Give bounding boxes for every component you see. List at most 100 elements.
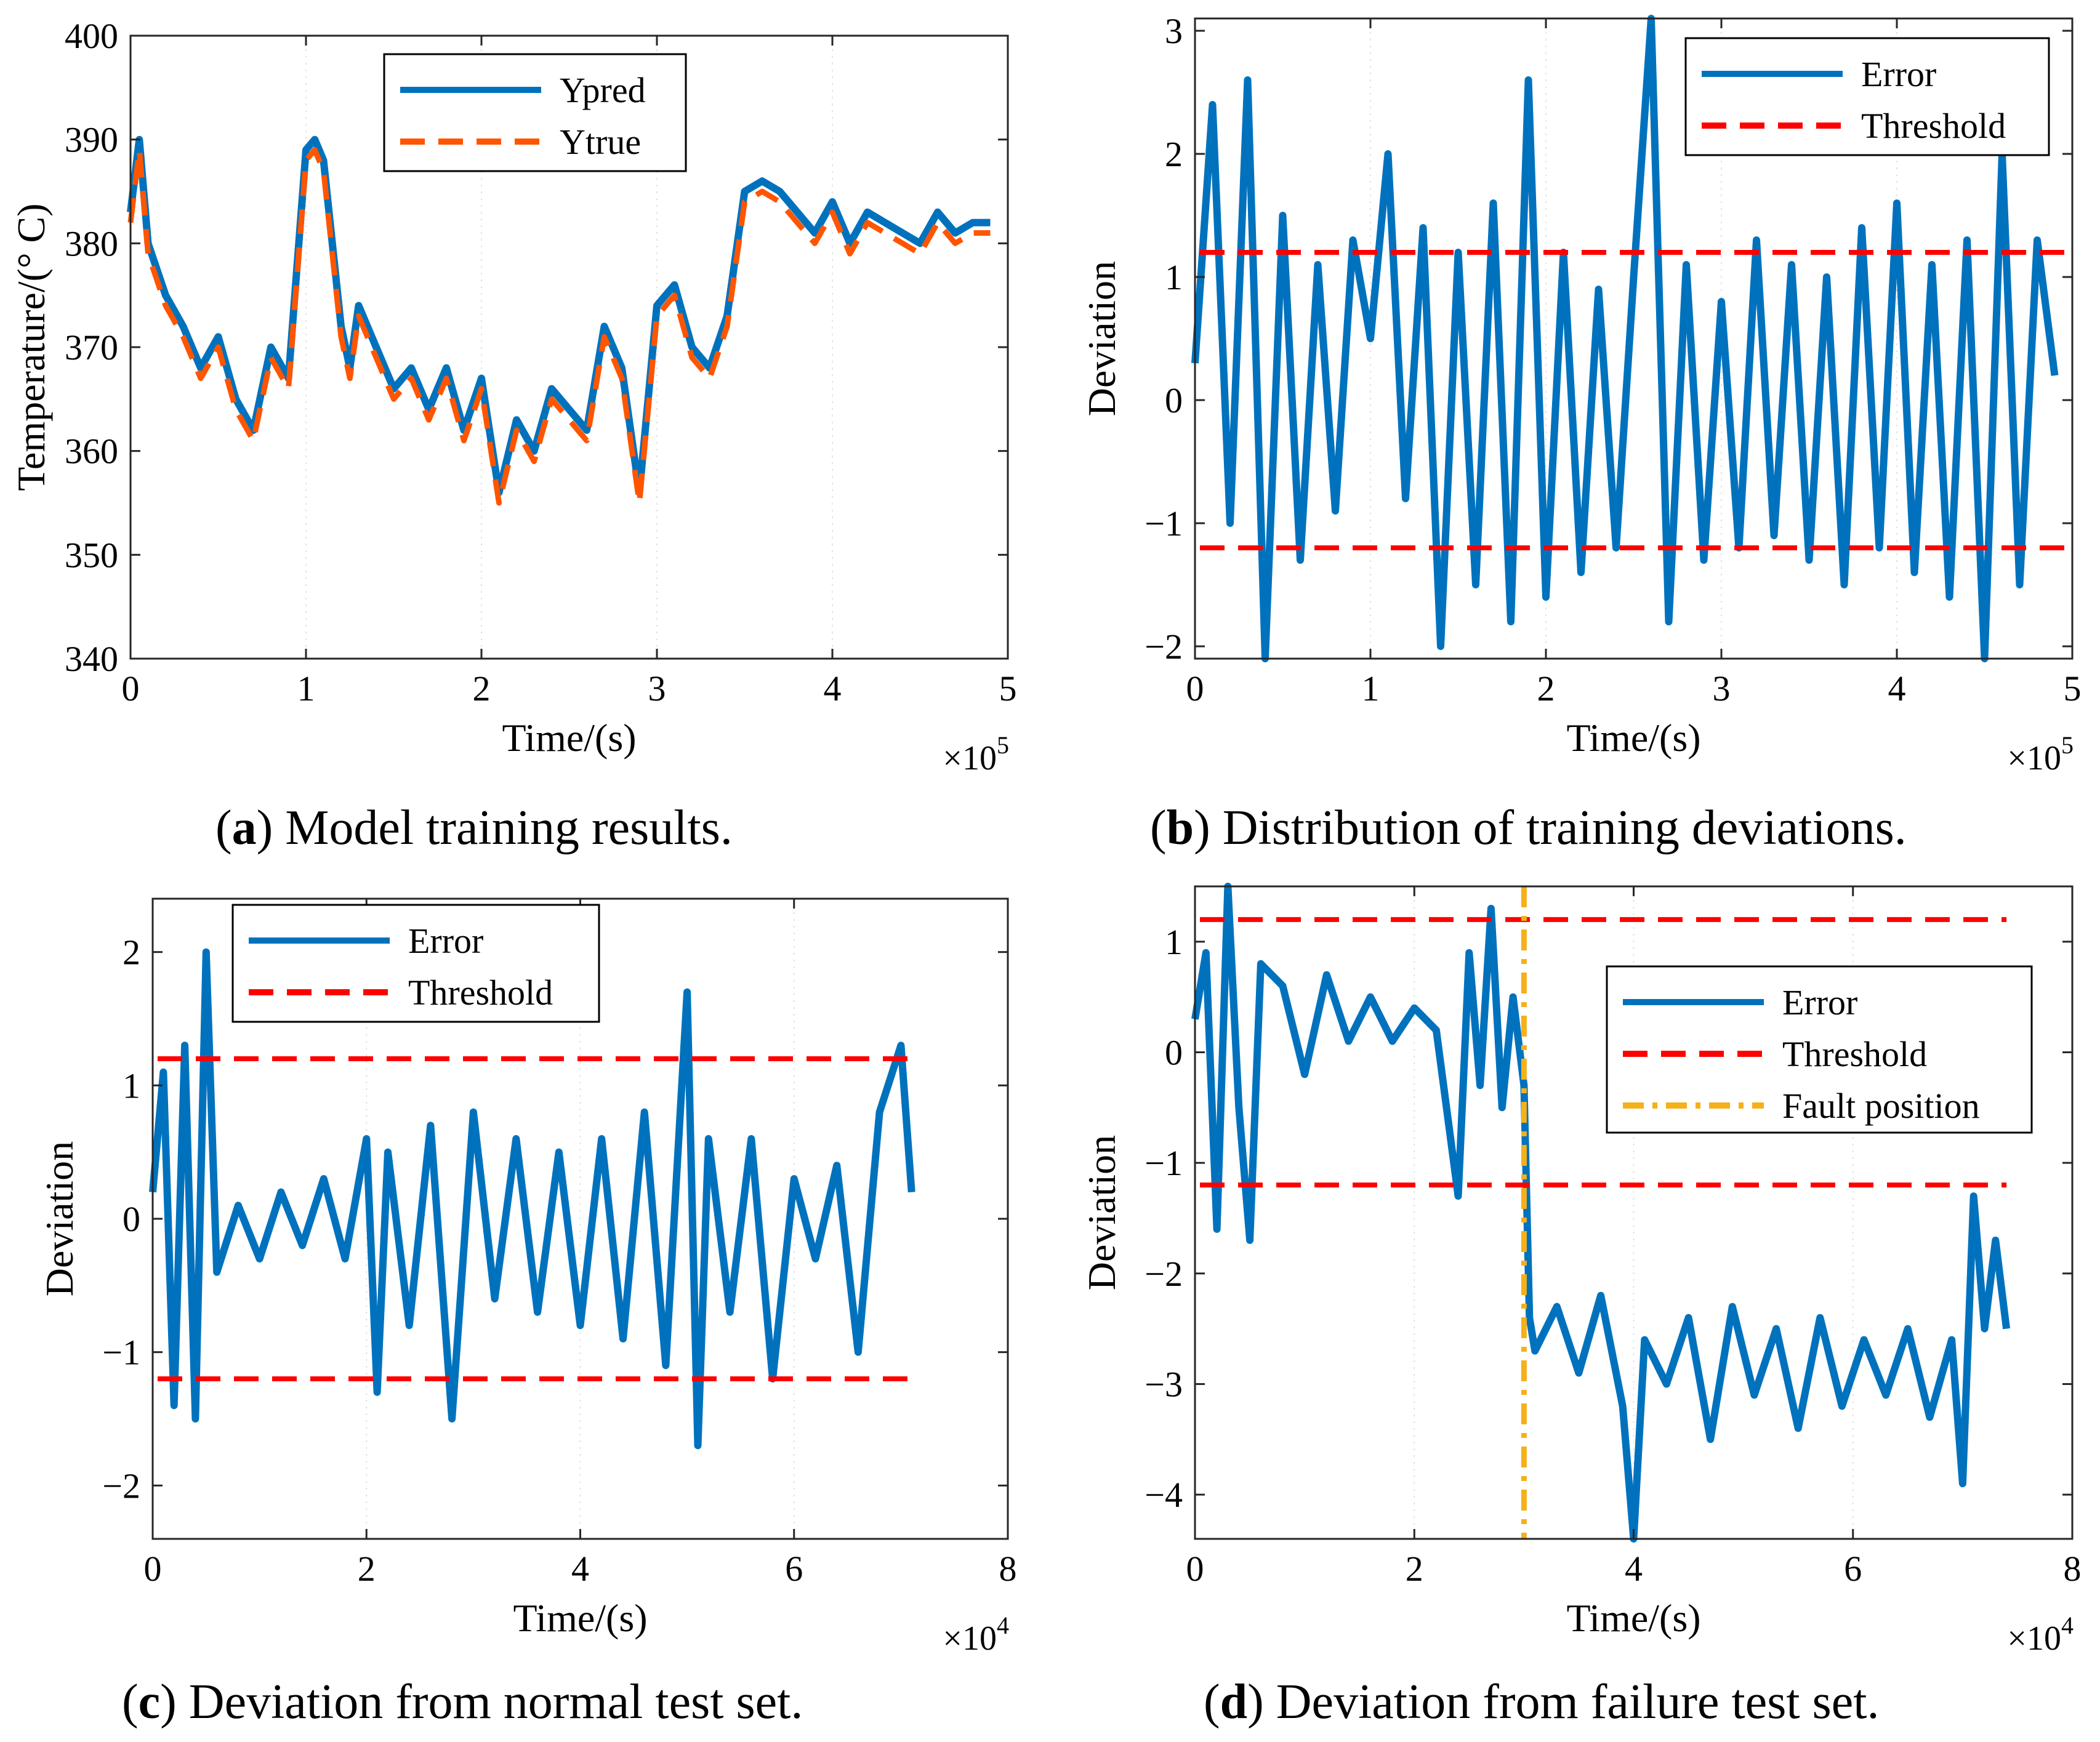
y-tick-label: −1 xyxy=(102,1333,140,1373)
y-tick-label: −2 xyxy=(1145,627,1183,667)
y-tick-label: 0 xyxy=(1165,380,1183,420)
caption-c-text: Deviation from normal test set. xyxy=(176,1675,803,1729)
chart-a: 0 1 2 3 4 5 340 350 360 370 380 390 400 Time/(s) Tempe… xyxy=(9,16,1017,777)
x-multiplier-exponent: 4 xyxy=(2061,1612,2074,1639)
x-multiplier-label: ×105 xyxy=(2007,731,2074,777)
x-tick-label: 2 xyxy=(1406,1549,1423,1589)
legend: Error Threshold Fault position xyxy=(1606,965,2033,1134)
legend-box xyxy=(1684,37,2050,156)
y-tick-label: −1 xyxy=(1145,1143,1183,1183)
legend-label: Threshold xyxy=(1861,106,2006,146)
caption-c-letter: c xyxy=(138,1675,161,1729)
y-tick-label: 350 xyxy=(65,535,118,575)
x-tick-label: 3 xyxy=(648,668,666,708)
x-tick-label: 0 xyxy=(144,1549,162,1589)
y-tick-label: −2 xyxy=(1145,1254,1183,1294)
x-tick-label: 4 xyxy=(1888,668,1906,708)
legend-label: Ypred xyxy=(560,70,646,110)
y-axis-label: Deviation xyxy=(38,1141,81,1296)
x-multiplier-label: ×104 xyxy=(943,1612,1009,1658)
y-tick-label: 3 xyxy=(1165,11,1183,51)
caption-a-letter: a xyxy=(231,801,257,855)
legend: Ypred Ytrue xyxy=(383,53,687,172)
x-tick-label: 2 xyxy=(1537,668,1555,708)
legend: Error Threshold xyxy=(1684,37,2050,156)
x-multiplier-exponent: 4 xyxy=(997,1612,1009,1639)
legend-box xyxy=(383,53,687,172)
x-axis-label: Time/(s) xyxy=(1566,716,1700,760)
legend-box xyxy=(231,904,600,1023)
caption-d: (d) Deviation from failure test set. xyxy=(1204,1675,1880,1729)
caption-d-letter: d xyxy=(1220,1675,1248,1729)
x-tick-label: 4 xyxy=(1625,1549,1643,1589)
caption-a: (a) Model training results. xyxy=(215,801,733,855)
x-tick-label: 3 xyxy=(1713,668,1731,708)
y-tick-label: 360 xyxy=(65,431,118,472)
legend-label: Threshold xyxy=(408,973,553,1013)
x-axis-label: Time/(s) xyxy=(513,1596,647,1640)
caption-b-letter: b xyxy=(1166,801,1194,855)
legend-label: Error xyxy=(1861,54,1936,94)
y-tick-label: 0 xyxy=(1165,1032,1183,1072)
x-tick-label: 0 xyxy=(122,668,140,708)
y-axis-label: Deviation xyxy=(1080,261,1124,416)
x-tick-label: 5 xyxy=(2064,668,2082,708)
x-tick-label: 4 xyxy=(571,1549,589,1589)
series-line-ypred xyxy=(127,135,991,497)
x-tick-label: 2 xyxy=(473,668,491,708)
y-tick-label: 2 xyxy=(123,933,140,973)
x-multiplier-exponent: 5 xyxy=(997,731,1009,759)
x-tick-label: 0 xyxy=(1186,668,1204,708)
series-line-error xyxy=(1191,883,2011,1543)
y-tick-label: 400 xyxy=(65,16,118,56)
x-axis-label: Time/(s) xyxy=(502,716,636,760)
legend-label: Fault position xyxy=(1782,1086,1980,1126)
x-tick-label: 2 xyxy=(358,1549,376,1589)
x-tick-label: 4 xyxy=(824,668,842,708)
chart-d: 0 2 4 6 8 −4 −3 −2 −1 0 1 Time/(s) Deviation ×104 Erro… xyxy=(1080,883,2082,1658)
x-axis-label: Time/(s) xyxy=(1566,1596,1700,1640)
x-multiplier-exponent: 5 xyxy=(2061,731,2074,759)
y-tick-label: −1 xyxy=(1145,504,1183,544)
y-tick-label: 380 xyxy=(65,223,118,263)
y-tick-label: −3 xyxy=(1145,1364,1183,1404)
y-axis-label: Deviation xyxy=(1080,1135,1124,1290)
chart-c: 0 2 4 6 8 −2 −1 0 1 2 Time/(s) Deviation ×104 Error Th… xyxy=(38,897,1017,1658)
legend: Error Threshold xyxy=(231,904,600,1023)
caption-b: (b) Distribution of training deviations. xyxy=(1150,801,1907,855)
y-tick-label: −4 xyxy=(1145,1475,1183,1515)
caption-a-text: Model training results. xyxy=(273,801,733,855)
series-line-ytrue xyxy=(127,147,991,506)
y-tick-label: 1 xyxy=(123,1066,140,1106)
y-tick-label: 2 xyxy=(1165,134,1183,174)
legend-label: Error xyxy=(1782,982,1857,1022)
x-tick-label: 6 xyxy=(785,1549,803,1589)
x-multiplier-label: ×104 xyxy=(2007,1612,2074,1658)
y-tick-label: 0 xyxy=(123,1199,140,1239)
axes-box xyxy=(1194,17,2074,660)
chart-b: 0 1 2 3 4 5 −2 −1 0 1 2 3 Time/(s) Deviation ×105 Error… xyxy=(1080,11,2082,777)
y-axis-label: Temperature/(° C) xyxy=(9,203,53,491)
legend-label: Threshold xyxy=(1782,1034,1927,1074)
legend-label: Ytrue xyxy=(560,122,641,162)
caption-d-text: Deviation from failure test set. xyxy=(1263,1675,1880,1729)
x-tick-label: 0 xyxy=(1186,1549,1204,1589)
caption-b-text: Distribution of training deviations. xyxy=(1210,801,1907,855)
y-tick-label: 1 xyxy=(1165,257,1183,297)
y-tick-label: 370 xyxy=(65,327,118,367)
x-tick-label: 1 xyxy=(1362,668,1380,708)
y-tick-label: 1 xyxy=(1165,922,1183,962)
caption-c: (c) Deviation from normal test set. xyxy=(122,1675,803,1729)
x-tick-label: 1 xyxy=(297,668,315,708)
x-tick-label: 8 xyxy=(999,1549,1017,1589)
x-tick-label: 8 xyxy=(2064,1549,2082,1589)
series-line-error xyxy=(149,948,915,1450)
x-multiplier-label: ×105 xyxy=(943,731,1009,777)
legend-label: Error xyxy=(408,921,483,961)
x-tick-label: 6 xyxy=(1844,1549,1862,1589)
y-tick-label: 390 xyxy=(65,120,118,160)
y-tick-label: 340 xyxy=(65,639,118,679)
x-tick-label: 5 xyxy=(999,668,1017,708)
y-tick-label: −2 xyxy=(102,1466,140,1506)
